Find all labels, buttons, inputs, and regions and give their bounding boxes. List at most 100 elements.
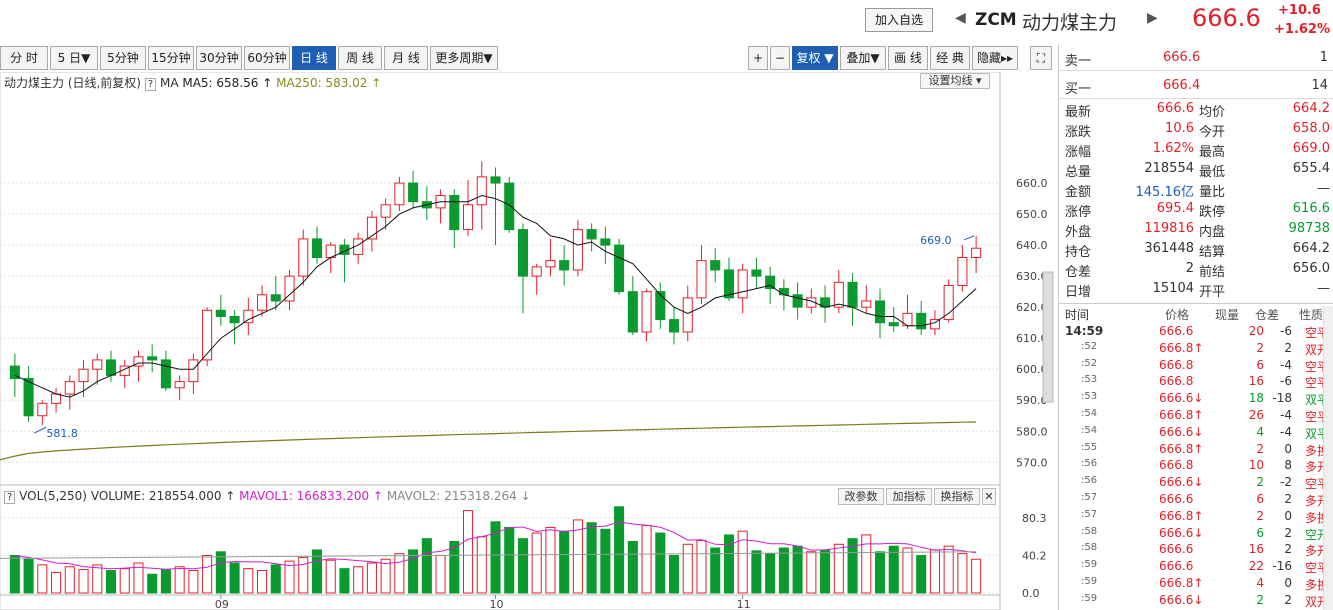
period-tab-9[interactable]: 更多周期▼: [430, 46, 498, 70]
volume-bar: [929, 549, 940, 594]
tool-button-2[interactable]: 复权 ▼: [792, 46, 838, 70]
volume-bar: [668, 555, 680, 594]
candle-body: [531, 266, 542, 277]
tick-header: 仓差: [1255, 308, 1280, 322]
tool-button-1[interactable]: −: [770, 46, 790, 70]
candle-body: [394, 182, 405, 206]
help-icon[interactable]: ?: [144, 78, 157, 91]
tick-price: 666.6: [1159, 324, 1194, 338]
tick-volume: 6: [1256, 357, 1264, 372]
volume-bar: [119, 568, 130, 594]
period-tab-8[interactable]: 月 线: [384, 46, 428, 70]
quote-row: 仓差 2 前结 656.0: [1059, 260, 1333, 280]
tick-price: 666.8↑: [1159, 576, 1204, 590]
volume-bar: [806, 551, 817, 594]
candle-body: [559, 260, 570, 271]
period-tab-2[interactable]: 5分钟: [100, 46, 146, 70]
volume-bar: [380, 558, 391, 594]
period-tab-6[interactable]: 日 线: [292, 46, 336, 70]
volume-bar: [9, 555, 20, 594]
add-favorite-button[interactable]: 加入自选: [865, 8, 933, 32]
volume-bar: [888, 545, 899, 594]
volume-bar: [682, 543, 693, 594]
volume-bar: [133, 562, 144, 594]
period-tab-7[interactable]: 周 线: [338, 46, 382, 70]
kline-chart[interactable]: 570.0 580.0 590.0 600.0 610.0 620.0 630.0 640.0…: [0, 72, 1055, 610]
period-tab-3[interactable]: 15分钟: [148, 46, 194, 70]
volume-tick-label: 0.0: [1022, 587, 1040, 600]
quote-label: 最高: [1199, 145, 1226, 160]
mavol1-value: MAVOL1: 166833.200 ↑: [239, 489, 383, 503]
prev-symbol-icon[interactable]: ◀: [955, 10, 966, 26]
period-tab-0[interactable]: 分 时: [0, 46, 48, 70]
tool-button-4[interactable]: 画 线: [888, 46, 928, 70]
candle-body: [270, 294, 281, 302]
volume-bar: [449, 540, 460, 594]
buy1-volume: 14: [1311, 78, 1328, 93]
tick-volume: 16: [1248, 542, 1264, 557]
switch-indicator-button[interactable]: 换指标: [934, 488, 980, 505]
ma5-line: [14, 194, 977, 398]
volume-bar: [339, 568, 350, 594]
add-indicator-button[interactable]: 加指标: [886, 488, 932, 505]
tick-volume: 22: [1248, 559, 1264, 574]
period-tab-4[interactable]: 30分钟: [196, 46, 242, 70]
tick-oi-change: 2: [1284, 542, 1292, 557]
close-indicator-icon[interactable]: ✕: [982, 488, 996, 505]
volume-bar: [64, 566, 75, 594]
chart-scrollbar: [1042, 271, 1054, 403]
vol-label: VOL(5,250): [19, 489, 87, 503]
tick-price: 666.8: [1159, 357, 1194, 372]
period-tab-1[interactable]: 5 日▼: [50, 46, 98, 70]
volume-bar: [394, 553, 405, 594]
mavol1-line: [14, 521, 977, 570]
x-axis-label: 11: [737, 598, 751, 610]
candle-body: [51, 393, 62, 404]
sell1-volume: 1: [1319, 50, 1328, 65]
tick-header: 时间: [1065, 308, 1090, 322]
price-tick-label: 570.0: [1016, 456, 1048, 469]
tick-price: 666.6↓: [1159, 592, 1204, 607]
candle-body: [463, 204, 474, 231]
candle-body: [765, 275, 776, 290]
tool-button-5[interactable]: 经 典: [930, 46, 970, 70]
tick-row: :57 666.8↑ 2 0 多换: [1059, 509, 1333, 526]
mavol2-value: MAVOL2: 215318.264 ↓: [386, 489, 531, 503]
ma5-value: MA5: 658.56 ↑: [182, 76, 273, 90]
candle-body: [971, 247, 982, 259]
volume-bar: [696, 540, 707, 594]
tool-button-0[interactable]: +: [748, 46, 768, 70]
fullscreen-icon[interactable]: ⛶: [1030, 46, 1052, 70]
low-annotation-arrow: [34, 426, 47, 434]
set-ma-button[interactable]: 设置均线 ▾: [920, 73, 990, 89]
volume-bar: [435, 555, 446, 594]
edit-params-button[interactable]: 改参数: [838, 488, 884, 505]
tick-price: 666.6↓: [1159, 424, 1204, 439]
tick-time: :54: [1081, 424, 1098, 436]
tick-time: :55: [1081, 441, 1098, 453]
tick-oi-change: 0: [1284, 576, 1292, 590]
tick-row: :52 666.8 6 -4 空平: [1059, 358, 1333, 375]
period-tab-5[interactable]: 60分钟: [244, 46, 290, 70]
x-axis-label: 09: [215, 598, 229, 610]
tool-button-6[interactable]: 隐藏▸▸: [972, 46, 1018, 70]
tick-oi-change: -4: [1280, 357, 1292, 372]
divider: [1059, 303, 1333, 304]
next-symbol-icon[interactable]: ▶: [1147, 10, 1158, 26]
quote-label: 跌停: [1199, 205, 1226, 220]
volume-bar: [78, 569, 89, 594]
tick-oi-change: 0: [1284, 441, 1292, 456]
candle-body: [833, 281, 844, 308]
tick-oi-change: -6: [1280, 324, 1292, 338]
chart-area[interactable]: 570.0 580.0 590.0 600.0 610.0 620.0 630.0 640.0…: [0, 72, 1055, 610]
tick-time: :59: [1081, 592, 1098, 604]
tick-scrollbar[interactable]: [1323, 306, 1333, 610]
tool-button-3[interactable]: 叠加▼: [840, 46, 886, 70]
tick-row: :57 666.6 6 2 多开: [1059, 492, 1333, 509]
candle-body: [545, 260, 556, 268]
volume-bar: [284, 560, 295, 594]
help-icon[interactable]: ?: [4, 491, 16, 504]
candle-body: [888, 322, 899, 327]
volume-bar: [490, 521, 501, 594]
